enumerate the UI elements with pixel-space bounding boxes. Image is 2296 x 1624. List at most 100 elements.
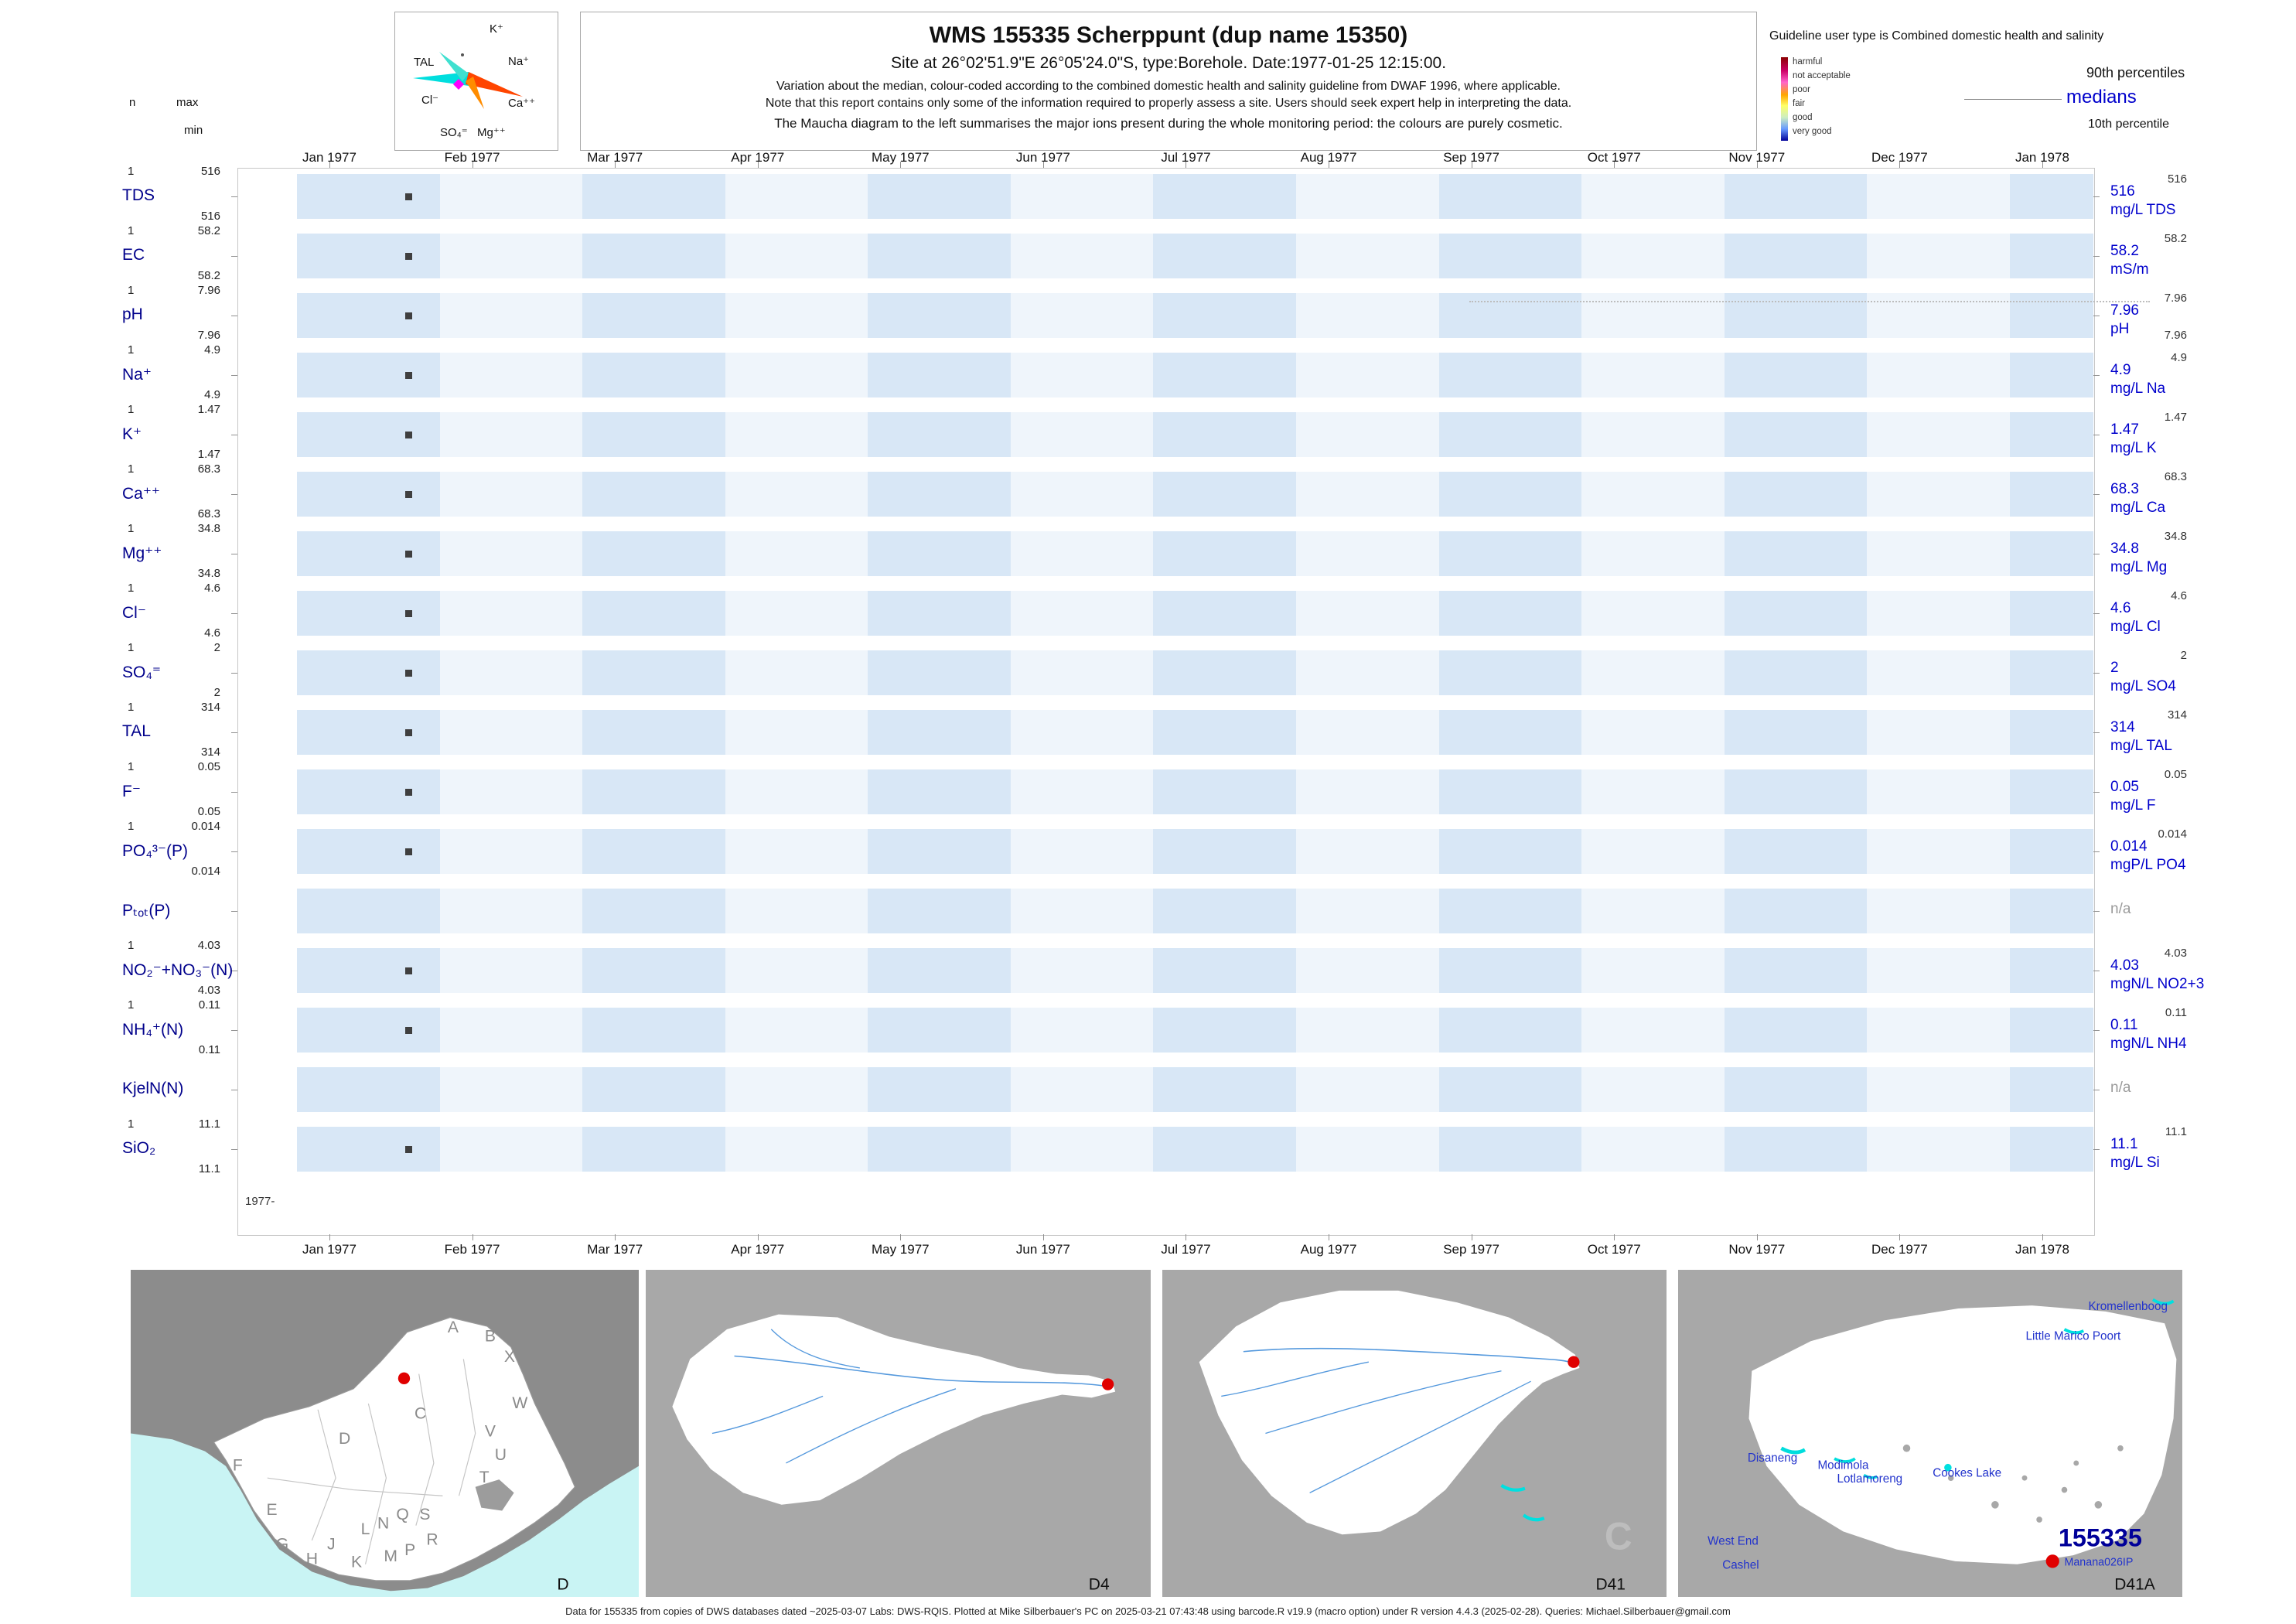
month-stripe — [1724, 769, 1868, 814]
dam-2 — [1522, 1513, 1545, 1522]
parameter-band-3 — [297, 353, 2093, 397]
month-stripe — [1438, 889, 1582, 933]
row-unit: mS/m — [2110, 261, 2149, 278]
sample-marker — [405, 789, 412, 796]
row-median: 4.03 — [2110, 957, 2139, 974]
month-stripe — [297, 293, 440, 338]
sample-marker — [405, 670, 412, 677]
month-tick-top — [1614, 162, 1615, 168]
maucha-legend-box: TAL K⁺ Na⁺ Ca⁺⁺ Mg⁺⁺ SO₄⁼ Cl⁻ — [394, 12, 558, 151]
parameter-name: TAL — [122, 722, 151, 740]
drainage-region-letter: N — [377, 1515, 389, 1533]
month-stripe — [297, 412, 440, 457]
month-stripe — [1296, 591, 1439, 636]
month-stripe — [1867, 531, 2010, 576]
region-border-4 — [458, 1359, 476, 1496]
title-box: WMS 155335 Scherppunt (dup name 15350) S… — [580, 12, 1757, 151]
ph-guideline-line — [1469, 301, 2150, 302]
row-n-count: 1 — [128, 1117, 135, 1131]
row-n-count: 1 — [128, 284, 135, 297]
row-p90: 1.47 — [2164, 411, 2187, 424]
month-stripe — [1296, 412, 1439, 457]
month-stripe — [1296, 1008, 1439, 1053]
row-p90: 34.8 — [2164, 530, 2187, 543]
legend-max-label: max — [176, 96, 199, 109]
row-tick-right — [2093, 375, 2100, 376]
row-n-count: 1 — [128, 760, 135, 773]
row-max: 34.8 — [197, 522, 220, 535]
month-stripe — [2009, 472, 2093, 517]
month-stripe — [582, 769, 725, 814]
month-stripe — [1296, 174, 1439, 219]
month-stripe — [1296, 710, 1439, 755]
month-tick-top — [900, 162, 902, 168]
month-tick-bottom — [757, 1234, 759, 1240]
river-4 — [1221, 1361, 1370, 1397]
month-stripe — [582, 650, 725, 695]
month-stripe — [1867, 829, 2010, 874]
row-min: 7.96 — [197, 329, 220, 342]
drainage-region-letter: U — [495, 1446, 507, 1464]
median-sample-line — [1964, 99, 2062, 100]
month-stripe — [725, 948, 868, 993]
row-unit: mg/L TDS — [2110, 202, 2176, 218]
month-stripe — [1867, 1008, 2010, 1053]
month-stripe — [1581, 531, 1725, 576]
month-stripe — [1724, 412, 1868, 457]
station-id-label: 155335 — [2059, 1524, 2142, 1552]
month-stripe — [297, 1067, 440, 1112]
month-tick-top — [1899, 162, 1901, 168]
month-stripe — [868, 531, 1011, 576]
month-stripe — [1010, 710, 1154, 755]
parameter-band-16 — [297, 1127, 2093, 1172]
month-stripe — [1867, 412, 2010, 457]
row-max: 58.2 — [197, 224, 220, 237]
month-stripe — [297, 710, 440, 755]
month-stripe — [1724, 531, 1868, 576]
month-stripe — [297, 591, 440, 636]
sample-marker — [405, 610, 412, 617]
row-tick-left — [231, 673, 237, 674]
row-tick-left — [231, 494, 237, 495]
month-stripe — [297, 174, 440, 219]
pan-speckles — [1902, 1444, 2124, 1523]
month-stripe — [1296, 1127, 1439, 1172]
month-stripe — [868, 234, 1011, 278]
month-stripe — [1581, 769, 1725, 814]
month-stripe — [582, 531, 725, 576]
month-stripe — [868, 472, 1011, 517]
row-tick-right — [2093, 911, 2100, 912]
maucha-mg-wing — [466, 77, 484, 109]
parameter-band-0 — [297, 174, 2093, 219]
month-stripe — [1867, 889, 2010, 933]
row-unit: mg/L Si — [2110, 1155, 2160, 1171]
parameter-name: NO₂⁻+NO₃⁻(N) — [122, 961, 234, 979]
row-tick-left — [231, 1149, 237, 1150]
place-label: West End — [1708, 1535, 1759, 1548]
month-stripe — [868, 829, 1011, 874]
month-stripe — [1010, 472, 1154, 517]
parameter-band-9 — [297, 710, 2093, 755]
month-stripe — [2009, 293, 2093, 338]
maucha-label-cl: Cl⁻ — [421, 94, 439, 107]
parameter-band-2 — [297, 293, 2093, 338]
parameter-name: F⁻ — [122, 783, 141, 800]
row-p90: 0.11 — [2165, 1006, 2187, 1019]
drainage-region-letter: K — [351, 1554, 362, 1571]
row-median: 314 — [2110, 719, 2135, 735]
month-stripe — [439, 1127, 583, 1172]
month-stripe — [439, 174, 583, 219]
month-stripe — [439, 293, 583, 338]
month-stripe — [1153, 1127, 1297, 1172]
row-tick-right — [2093, 673, 2100, 674]
month-stripe — [1010, 829, 1154, 874]
row-max: 68.3 — [197, 462, 220, 476]
row-unit: mgN/L NH4 — [2110, 1035, 2187, 1052]
maucha-tal-wing — [413, 72, 469, 86]
map-region-d4-svg: D4 — [646, 1270, 1151, 1597]
report-subtitle: Site at 26°02'51.9"E 26°05'24.0"S, type:… — [890, 54, 1447, 72]
region-watermark: C — [1605, 1514, 1632, 1557]
row-unit: mg/L Na — [2110, 380, 2166, 397]
row-max: 516 — [200, 165, 220, 178]
month-stripe — [1438, 174, 1582, 219]
